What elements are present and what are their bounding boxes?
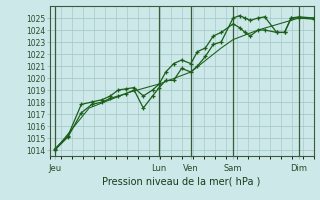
X-axis label: Pression niveau de la mer( hPa ): Pression niveau de la mer( hPa ) <box>102 177 261 187</box>
